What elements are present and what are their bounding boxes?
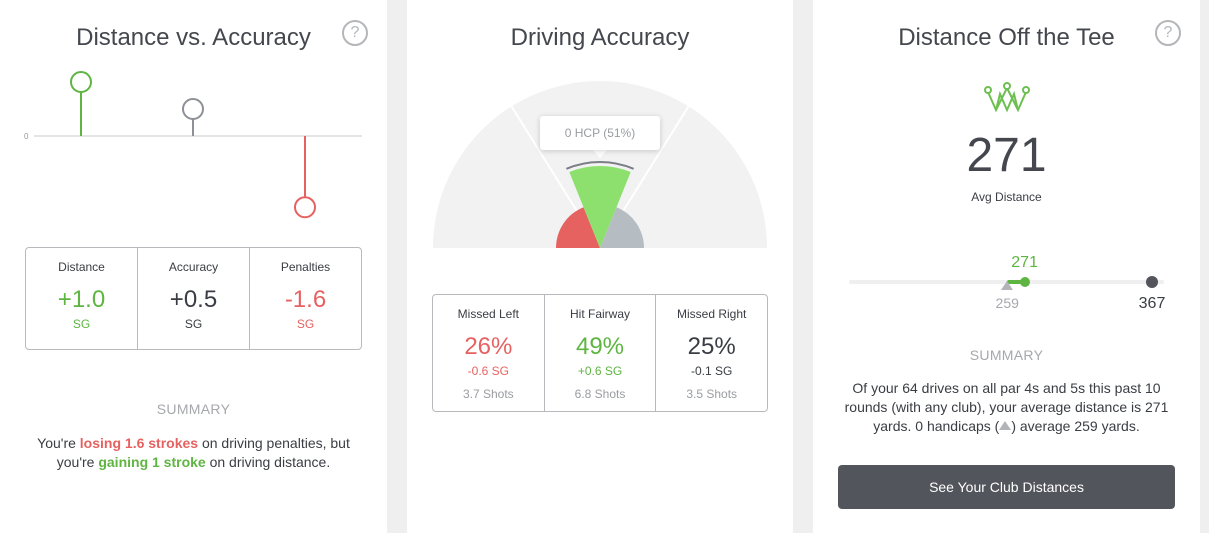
slider-fill bbox=[1007, 280, 1025, 284]
handicap-tooltip: 0 HCP (51%) bbox=[540, 116, 660, 150]
stat-shots: 3.7 Shots bbox=[462, 387, 514, 401]
missed-left-segment bbox=[556, 207, 600, 248]
stat-missed-left: Missed Left 26% -0.6 SG 3.7 Shots bbox=[433, 295, 544, 411]
handicap-distance-label: 259 bbox=[995, 295, 1019, 311]
distance-vs-accuracy-card: Distance vs. Accuracy ? 0 Distance +1.0 … bbox=[0, 0, 387, 533]
stat-accuracy: Accuracy +0.5 SG bbox=[137, 248, 249, 349]
summary-heading: SUMMARY bbox=[969, 347, 1044, 363]
handicap-triangle-icon bbox=[999, 421, 1012, 430]
stat-label: Distance bbox=[58, 260, 105, 274]
stat-penalties: Penalties -1.6 SG bbox=[249, 248, 361, 349]
distance-off-tee-card: Distance Off the Tee ? 271 Avg Distance … bbox=[813, 0, 1200, 533]
help-icon[interactable]: ? bbox=[342, 20, 368, 46]
distance-slider: 271 259 367 bbox=[849, 250, 1165, 320]
stat-value: +1.0 bbox=[57, 286, 106, 313]
driving-accuracy-card: Driving Accuracy 0 HCP (51%) Missed Left… bbox=[407, 0, 793, 533]
hit-fairway-segment bbox=[569, 165, 631, 248]
stat-value: +0.5 bbox=[169, 286, 218, 313]
current-distance-label: 271 bbox=[1011, 254, 1038, 271]
missed-right-segment bbox=[600, 207, 644, 248]
lollipop-chart: 0 bbox=[24, 71, 362, 219]
handicap-arc bbox=[566, 161, 634, 170]
stat-sg: -0.6 SG bbox=[467, 364, 510, 378]
max-distance-marker bbox=[1146, 276, 1158, 288]
stat-value: -1.6 bbox=[284, 286, 327, 313]
zero-axis-label: 0 bbox=[24, 132, 29, 141]
stat-label: Hit Fairway bbox=[570, 307, 631, 321]
stat-sg: +0.6 SG bbox=[577, 364, 623, 378]
sg-stats-table: Distance +1.0 SG Accuracy +0.5 SG Penalt… bbox=[25, 247, 362, 350]
crown-icon bbox=[984, 82, 1030, 113]
lollipop-head bbox=[70, 71, 92, 93]
stat-missed-right: Missed Right 25% -0.1 SG 3.5 Shots bbox=[655, 295, 767, 411]
stat-hit-fairway: Hit Fairway 49% +0.6 SG 6.8 Shots bbox=[543, 295, 656, 411]
stat-value: 25% bbox=[687, 333, 736, 360]
help-icon[interactable]: ? bbox=[1155, 20, 1181, 46]
card-title: Driving Accuracy bbox=[510, 24, 690, 51]
lollipop-head bbox=[294, 196, 316, 219]
see-club-distances-button[interactable]: See Your Club Distances bbox=[838, 465, 1175, 509]
summary-text: Of your 64 drives on all par 4s and 5s t… bbox=[844, 380, 1169, 434]
current-distance-marker bbox=[1019, 277, 1030, 287]
stat-value: 26% bbox=[464, 333, 513, 360]
tooltip-arrow bbox=[592, 149, 608, 158]
handicap-marker bbox=[1001, 281, 1014, 290]
stat-unit: SG bbox=[72, 317, 91, 331]
stat-unit: SG bbox=[296, 317, 315, 331]
stat-label: Missed Right bbox=[677, 307, 747, 321]
avg-distance-value: 271 bbox=[966, 129, 1047, 182]
card-title: Distance Off the Tee bbox=[898, 24, 1115, 51]
stat-sg: -0.1 SG bbox=[691, 364, 733, 378]
summary-text: You're losing 1.6 strokes on driving pen… bbox=[37, 435, 350, 470]
gaining-stroke-highlight: gaining 1 stroke bbox=[98, 454, 206, 470]
lollipop-head bbox=[182, 98, 204, 120]
fan-background bbox=[433, 81, 767, 248]
avg-distance-label: Avg Distance bbox=[971, 190, 1042, 204]
stat-unit: SG bbox=[184, 317, 203, 331]
max-distance-label: 367 bbox=[1138, 295, 1166, 312]
accuracy-stats-table: Missed Left 26% -0.6 SG 3.7 Shots Hit Fa… bbox=[432, 294, 768, 412]
card-title: Distance vs. Accuracy bbox=[76, 24, 311, 51]
summary-heading: SUMMARY bbox=[156, 401, 231, 417]
stat-label: Penalties bbox=[280, 260, 331, 274]
stat-shots: 3.5 Shots bbox=[686, 387, 738, 401]
stat-distance: Distance +1.0 SG bbox=[26, 248, 137, 349]
stat-value: 49% bbox=[575, 333, 625, 360]
accuracy-fan-chart bbox=[433, 81, 767, 249]
stat-label: Accuracy bbox=[168, 260, 219, 274]
losing-strokes-highlight: losing 1.6 strokes bbox=[79, 435, 199, 451]
stat-shots: 6.8 Shots bbox=[574, 387, 626, 401]
stat-label: Missed Left bbox=[457, 307, 520, 321]
